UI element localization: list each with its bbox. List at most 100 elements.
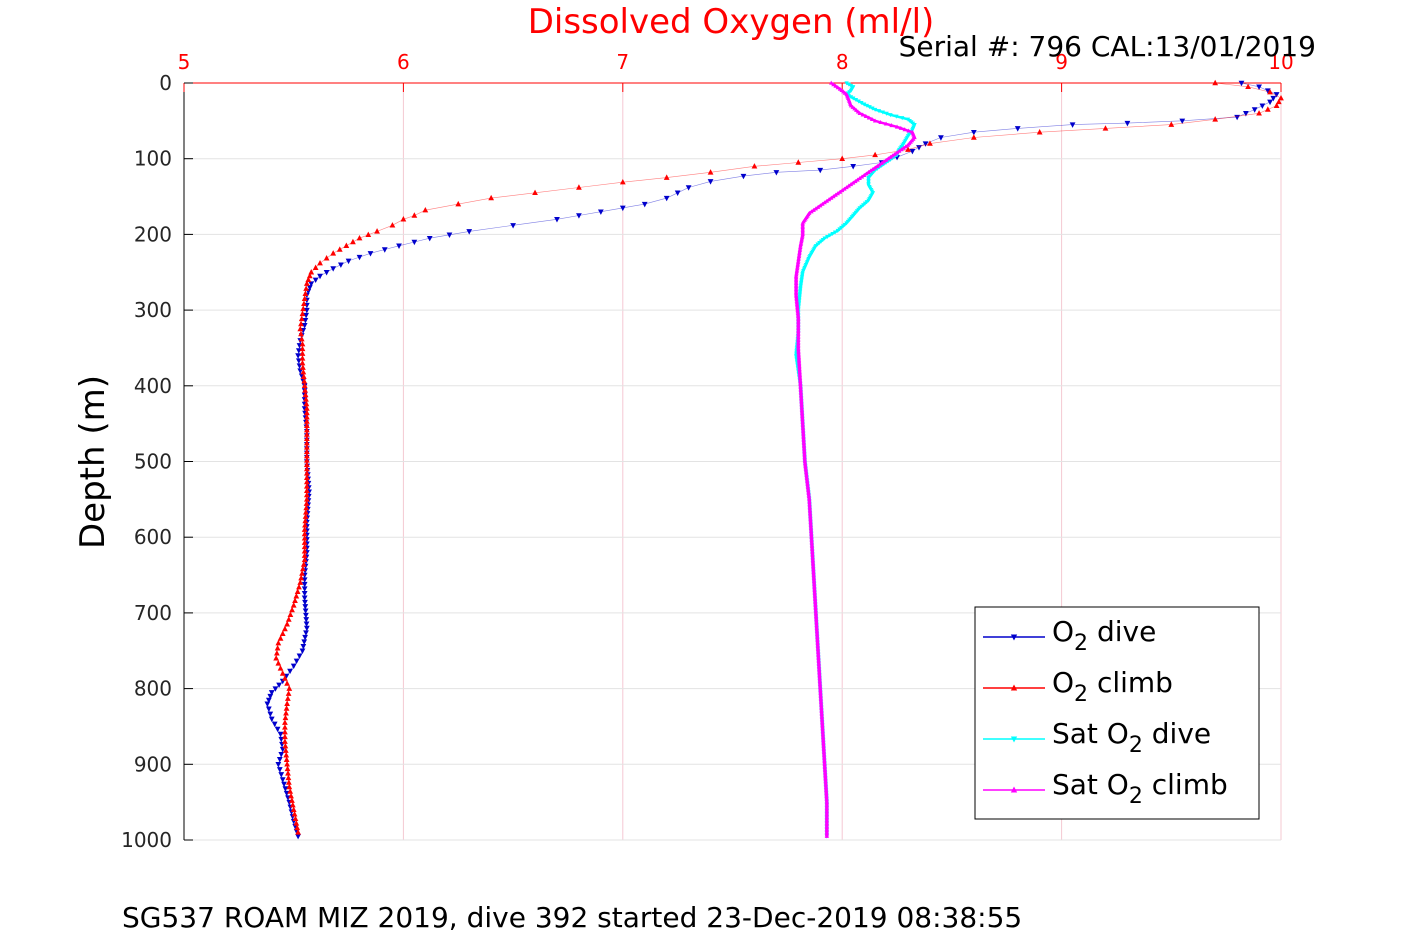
data-point	[303, 465, 310, 472]
data-point	[840, 188, 845, 193]
data-point	[1256, 84, 1262, 90]
data-point	[466, 229, 473, 235]
data-point	[301, 581, 308, 588]
data-point	[1243, 111, 1249, 117]
data-point	[1124, 120, 1131, 127]
data-point	[286, 783, 293, 790]
data-point	[851, 96, 856, 101]
data-point	[861, 102, 867, 107]
data-point	[285, 779, 292, 785]
data-point	[301, 539, 308, 545]
data-point	[299, 350, 306, 356]
data-point	[878, 119, 883, 125]
data-point	[303, 487, 310, 493]
data-point	[866, 115, 872, 120]
data-series	[264, 79, 1284, 840]
data-point	[292, 597, 298, 604]
data-point	[303, 474, 310, 480]
data-point	[879, 160, 884, 165]
data-point	[276, 682, 282, 689]
legend-marker	[1010, 634, 1018, 641]
data-point	[297, 325, 304, 332]
data-point	[301, 382, 308, 389]
data-point	[356, 254, 363, 261]
data-point	[289, 606, 295, 613]
data-point	[303, 483, 310, 489]
series-3	[793, 80, 917, 838]
data-point	[888, 113, 893, 118]
y-tick-label: 900	[134, 752, 172, 776]
data-point	[298, 315, 305, 322]
data-point	[909, 148, 916, 155]
data-point	[276, 767, 283, 773]
data-point	[290, 602, 297, 608]
data-point	[303, 285, 310, 291]
data-point	[277, 665, 284, 671]
data-point	[301, 590, 308, 597]
data-point	[283, 710, 289, 716]
data-point	[835, 85, 840, 90]
data-point	[844, 81, 849, 86]
data-point	[282, 625, 288, 632]
data-point	[300, 364, 306, 370]
data-point	[282, 738, 288, 744]
data-point	[303, 405, 310, 411]
data-point	[337, 262, 344, 268]
data-point	[282, 728, 288, 735]
data-point	[1238, 80, 1245, 87]
data-point	[859, 101, 864, 106]
data-point	[284, 765, 291, 772]
data-point	[290, 663, 297, 670]
data-point	[295, 829, 301, 835]
data-point	[300, 373, 307, 379]
legend-box	[974, 606, 1260, 820]
data-point	[303, 400, 310, 407]
data-point	[303, 431, 310, 437]
data-point	[856, 99, 861, 104]
data-point	[285, 770, 291, 776]
legend-marker	[1010, 684, 1018, 691]
data-point	[282, 733, 288, 740]
data-point	[1014, 126, 1021, 132]
data-point	[295, 348, 302, 354]
data-point	[291, 811, 298, 817]
data-point	[488, 194, 495, 201]
data-point	[330, 250, 337, 256]
data-point	[283, 756, 290, 762]
data-point	[301, 639, 308, 645]
data-point	[1102, 125, 1109, 131]
data-point	[396, 243, 402, 249]
data-point	[301, 556, 308, 563]
legend: O2 dive O2 climb Sat O2 dive Sat O2 climb	[974, 606, 1260, 820]
data-point	[275, 639, 282, 646]
data-point	[811, 207, 816, 212]
data-point	[282, 724, 288, 730]
y-tick-label: 500	[134, 450, 172, 474]
data-point	[899, 147, 904, 152]
data-point	[619, 178, 626, 185]
data-point	[875, 163, 880, 168]
data-point	[1273, 92, 1280, 98]
data-point	[285, 774, 292, 781]
data-point	[303, 426, 310, 433]
data-point	[707, 179, 714, 185]
data-point	[293, 593, 300, 599]
y-tick-label: 200	[134, 222, 172, 246]
data-point	[301, 526, 308, 532]
data-point	[898, 125, 904, 130]
data-point	[303, 409, 310, 416]
data-point	[851, 180, 856, 185]
data-point	[278, 751, 285, 758]
data-point	[1264, 88, 1271, 94]
data-point	[773, 170, 780, 176]
y-tick-label: 100	[134, 147, 172, 171]
data-point	[597, 209, 604, 215]
data-point	[296, 653, 303, 659]
data-point	[279, 670, 286, 676]
data-point	[293, 820, 300, 826]
data-point	[267, 711, 274, 718]
data-point	[820, 201, 825, 206]
data-point	[268, 690, 275, 696]
data-point	[864, 103, 870, 108]
